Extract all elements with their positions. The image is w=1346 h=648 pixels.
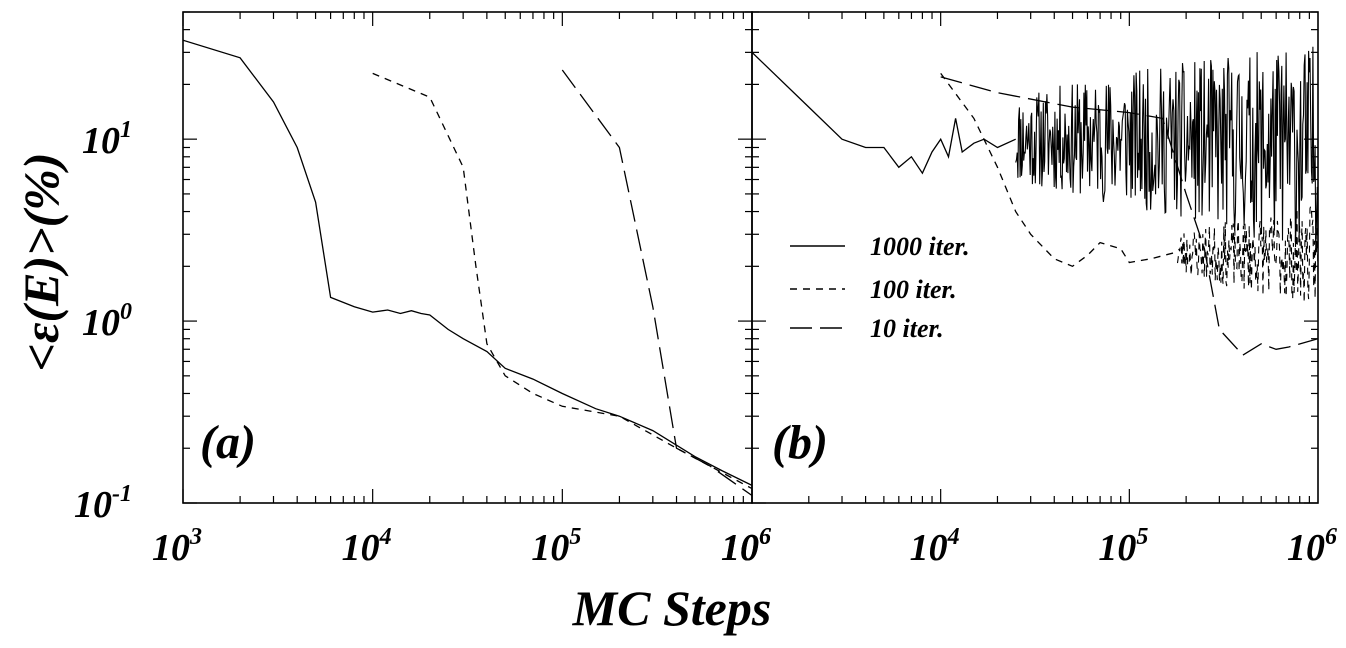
series-b-0-solid (752, 51, 1016, 175)
y-tick-label: 100 (82, 299, 132, 344)
series-b-4-long-dash (940, 76, 1318, 356)
y-tick-label: 10-1 (74, 481, 132, 526)
y-axis-label: <ε(E)>(%) (13, 152, 69, 371)
axes-frames (182, 11, 1319, 504)
panel-label-a: (a) (200, 416, 256, 469)
series-b-3-short-dash (1176, 205, 1318, 303)
panel-frame-b (751, 11, 1319, 504)
series-b-2-short-dash (940, 73, 1178, 268)
x-tick-label: 106 (721, 524, 771, 569)
x-tick-label: 105 (1098, 524, 1148, 569)
series-a-1-short-dash (372, 72, 752, 490)
legend-label-10-iter: 10 iter. (870, 314, 944, 343)
x-tick-label: 106 (721, 524, 771, 569)
y-tick-label: 101 (82, 117, 132, 162)
panel-label-b: (b) (772, 416, 828, 469)
x-tick-label: 105 (531, 524, 581, 569)
x-tick-label: 106 (1287, 524, 1337, 569)
panel-b-series (752, 46, 1318, 356)
ticks (182, 11, 1318, 504)
series-a-2-long-dash (561, 69, 752, 497)
x-tick-label: 104 (342, 524, 392, 569)
series-b-1-solid (1015, 46, 1318, 254)
x-tick-label: 103 (152, 524, 202, 569)
panel-a-series (183, 39, 752, 497)
legend-label-100-iter: 100 iter. (870, 275, 957, 304)
panel-frame-a (182, 11, 753, 504)
x-tick-label: 104 (910, 524, 960, 569)
legend: 1000 iter. 100 iter. 10 iter. (790, 232, 970, 343)
x-axis-label: MC Steps (572, 580, 772, 636)
series-a-0-solid (183, 39, 752, 486)
legend-label-1000-iter: 1000 iter. (870, 232, 970, 261)
